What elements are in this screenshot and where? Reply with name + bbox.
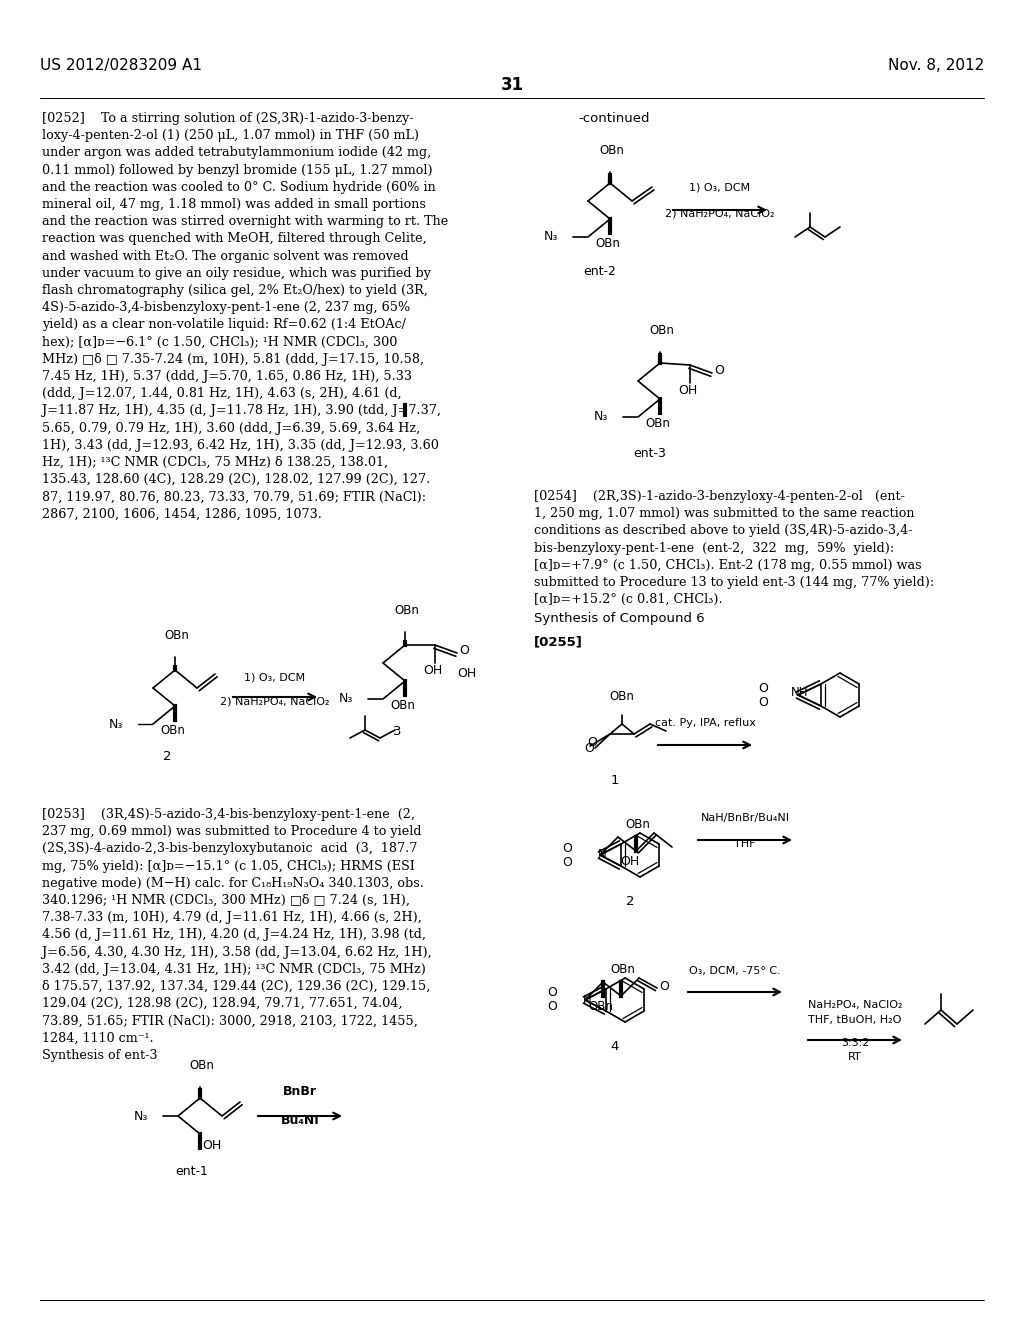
Text: 3: 3	[393, 725, 401, 738]
Text: OBn: OBn	[600, 144, 625, 157]
Text: 2) NaH₂PO₄, NaClO₂: 2) NaH₂PO₄, NaClO₂	[220, 696, 330, 706]
Text: 1: 1	[610, 774, 620, 787]
Text: O: O	[659, 979, 669, 993]
Text: N₃: N₃	[544, 231, 558, 243]
Text: OBn: OBn	[609, 690, 635, 704]
Text: 3:3:2: 3:3:2	[841, 1038, 869, 1048]
Text: N₃: N₃	[109, 718, 123, 730]
Text: OBn: OBn	[165, 630, 189, 642]
Text: 2: 2	[626, 895, 634, 908]
Text: cat. Py, IPA, reflux: cat. Py, IPA, reflux	[654, 718, 756, 729]
Text: O: O	[562, 842, 572, 854]
Text: NaH₂PO₄, NaClO₂: NaH₂PO₄, NaClO₂	[808, 1001, 902, 1010]
Text: NaH/BnBr/Bu₄NI: NaH/BnBr/Bu₄NI	[700, 813, 790, 822]
Text: 2) NaH₂PO₄, NaClO₂: 2) NaH₂PO₄, NaClO₂	[666, 209, 775, 219]
Text: Synthesis of Compound 6: Synthesis of Compound 6	[534, 612, 705, 624]
Text: O: O	[714, 363, 724, 376]
Text: OBn: OBn	[626, 818, 650, 832]
Text: OBn: OBn	[645, 417, 671, 430]
Text: O: O	[459, 644, 469, 656]
Text: OBn: OBn	[394, 605, 420, 616]
Text: ent-2: ent-2	[584, 265, 616, 279]
Text: -continued: -continued	[579, 112, 650, 125]
Text: 4: 4	[610, 1040, 620, 1053]
Text: OH: OH	[620, 855, 639, 869]
Text: [0255]: [0255]	[534, 635, 583, 648]
Text: [0254]    (2R,3S)-1-azido-3-benzyloxy-4-penten-2-ol   (ent-
1, 250 mg, 1.07 mmol: [0254] (2R,3S)-1-azido-3-benzyloxy-4-pen…	[534, 490, 934, 606]
Text: N: N	[598, 849, 606, 862]
Text: O: O	[547, 1001, 557, 1014]
Text: THF, tBuOH, H₂O: THF, tBuOH, H₂O	[808, 1015, 902, 1026]
Text: N₃: N₃	[133, 1110, 148, 1122]
Text: OH: OH	[678, 384, 697, 397]
Text: BnBr: BnBr	[283, 1085, 317, 1098]
Text: N₃: N₃	[594, 411, 608, 424]
Text: Nov. 8, 2012: Nov. 8, 2012	[888, 58, 984, 73]
Text: 31: 31	[501, 77, 523, 94]
Text: O: O	[584, 742, 594, 755]
Text: OBn: OBn	[390, 700, 416, 711]
Text: OBn: OBn	[649, 323, 675, 337]
Text: NH: NH	[792, 686, 809, 700]
Text: OBn: OBn	[596, 238, 621, 249]
Text: [0252]    To a stirring solution of (2S,3R)-1-azido-3-benzy-
loxy-4-penten-2-ol : [0252] To a stirring solution of (2S,3R)…	[42, 112, 449, 520]
Text: RT: RT	[848, 1052, 862, 1063]
Text: 1) O₃, DCM: 1) O₃, DCM	[245, 672, 305, 682]
Text: [0253]    (3R,4S)-5-azido-3,4-bis-benzyloxy-pent-1-ene  (2,
237 mg, 0.69 mmol) w: [0253] (3R,4S)-5-azido-3,4-bis-benzyloxy…	[42, 808, 432, 1061]
Text: Bu₄NI: Bu₄NI	[281, 1114, 319, 1127]
Text: OH: OH	[457, 667, 476, 680]
Text: O: O	[562, 855, 572, 869]
Text: OH: OH	[423, 664, 442, 677]
Text: 2: 2	[163, 750, 171, 763]
Text: OBn: OBn	[589, 1001, 613, 1012]
Text: ent-1: ent-1	[175, 1166, 209, 1177]
Text: O₃, DCM, -75° C.: O₃, DCM, -75° C.	[689, 966, 781, 975]
Text: 1) O₃, DCM: 1) O₃, DCM	[689, 183, 751, 193]
Text: THF: THF	[734, 840, 756, 849]
Text: OBn: OBn	[161, 723, 185, 737]
Text: N: N	[583, 994, 592, 1006]
Text: US 2012/0283209 A1: US 2012/0283209 A1	[40, 58, 202, 73]
Text: OBn: OBn	[610, 964, 636, 975]
Text: OH: OH	[202, 1139, 221, 1152]
Text: O: O	[587, 735, 597, 748]
Text: O: O	[758, 696, 768, 709]
Text: OBn: OBn	[189, 1059, 214, 1072]
Text: ent-3: ent-3	[634, 447, 667, 459]
Text: O: O	[547, 986, 557, 999]
Text: O: O	[758, 681, 768, 694]
Text: N₃: N₃	[339, 693, 353, 705]
